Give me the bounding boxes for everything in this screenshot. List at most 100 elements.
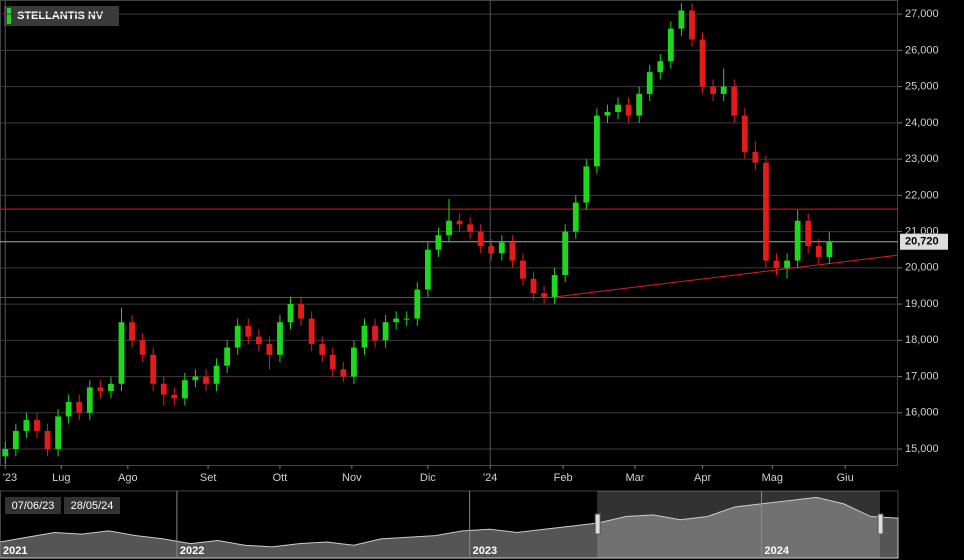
candle-body <box>55 416 62 450</box>
candle-body <box>118 322 125 384</box>
candle-body <box>277 322 283 355</box>
candle-body <box>731 86 738 116</box>
y-tick-label: 25,000 <box>905 81 939 93</box>
candle-body <box>255 336 262 344</box>
candle-body <box>224 347 231 366</box>
candle-body <box>646 72 653 94</box>
last-price-label: 20,720 <box>905 236 939 248</box>
y-tick-label: 26,000 <box>905 44 939 56</box>
candle-body <box>382 322 389 341</box>
candle-body <box>361 325 368 348</box>
chart-title: STELLANTIS NV <box>17 10 104 22</box>
x-tick-label: Apr <box>694 472 711 484</box>
y-tick-label: 18,000 <box>905 334 939 346</box>
last-price-box <box>900 233 948 250</box>
candle-body <box>424 249 431 290</box>
candle-body <box>572 202 579 232</box>
range-box <box>64 497 120 514</box>
candle-body <box>784 260 790 268</box>
y-tick-label: 22,000 <box>905 189 939 201</box>
x-tick-label: '24 <box>483 472 497 484</box>
year-label: 2021 <box>3 545 27 557</box>
y-tick-label: 15,000 <box>905 443 939 455</box>
candle-body <box>108 383 114 392</box>
candle-body <box>520 260 526 279</box>
candle-body <box>213 365 220 384</box>
candle-body <box>139 340 146 355</box>
navigator-area <box>0 496 899 559</box>
candle-body <box>65 401 72 417</box>
candle-body <box>541 293 547 297</box>
range-box <box>5 497 61 514</box>
candle-body <box>23 420 30 431</box>
candle-body <box>76 401 83 413</box>
year-label: 2022 <box>180 545 204 557</box>
range-label: 07/06/23 <box>12 500 55 512</box>
candle-body <box>245 325 252 337</box>
x-tick-label: Lug <box>52 472 70 484</box>
candle-body <box>129 322 135 341</box>
x-tick-label: Ago <box>118 472 138 484</box>
candle-body <box>150 354 157 384</box>
candle-body <box>752 151 759 163</box>
candle-body <box>2 449 9 457</box>
x-tick-label: Mag <box>762 472 783 484</box>
y-tick-label: 24,000 <box>905 117 939 129</box>
candle-body <box>667 28 674 62</box>
x-tick-label: Ott <box>273 472 288 484</box>
candle-body <box>34 420 40 431</box>
candle-body <box>181 380 188 399</box>
y-tick-label: 17,000 <box>905 370 939 382</box>
year-label: 2024 <box>765 545 790 557</box>
y-tick-label: 23,000 <box>905 153 939 165</box>
candle-body <box>498 242 505 254</box>
candle-body <box>171 394 178 399</box>
candle-body <box>192 376 199 381</box>
candle-body <box>720 86 727 94</box>
candle-body <box>319 343 326 355</box>
candle-body <box>625 104 632 116</box>
x-tick-label: '23 <box>3 472 17 484</box>
candle-body <box>594 115 600 167</box>
candle-body <box>678 10 685 29</box>
candle-body <box>308 318 315 344</box>
candle-body <box>773 260 780 268</box>
x-tick-label: Dic <box>420 472 436 484</box>
candle-body <box>44 430 51 450</box>
navigator-handle <box>594 513 601 535</box>
candle-body <box>456 220 463 225</box>
candle-body <box>372 325 378 341</box>
candle-body <box>403 318 410 320</box>
candle-body <box>351 347 357 377</box>
x-tick-label: Giu <box>837 472 854 484</box>
candle-body <box>710 86 717 94</box>
candle-body <box>826 241 833 257</box>
x-tick-label: Nov <box>342 472 362 484</box>
candle-body <box>530 278 537 294</box>
y-tick-label: 16,000 <box>905 407 939 419</box>
candle-body <box>815 246 822 257</box>
candle-body <box>488 246 495 254</box>
candle-body <box>12 430 19 450</box>
year-label: 2023 <box>473 545 497 557</box>
y-tick-label: 27,000 <box>905 8 939 20</box>
candle-body <box>160 383 167 395</box>
candle-body <box>583 166 590 203</box>
candle-body <box>234 325 241 348</box>
candle-body <box>266 343 273 355</box>
trendline <box>552 254 899 298</box>
candle-body <box>298 304 304 319</box>
candle-body <box>699 39 706 87</box>
y-tick-label: 19,000 <box>905 298 939 310</box>
x-tick-label: Mar <box>625 472 644 484</box>
candle-body <box>794 220 801 261</box>
candle-body <box>636 93 643 116</box>
candle-body <box>86 387 93 413</box>
candle-body <box>477 231 484 247</box>
candle-body <box>446 220 452 236</box>
x-tick-label: Feb <box>554 472 573 484</box>
candle-body <box>97 387 104 392</box>
candle-body <box>340 369 347 377</box>
